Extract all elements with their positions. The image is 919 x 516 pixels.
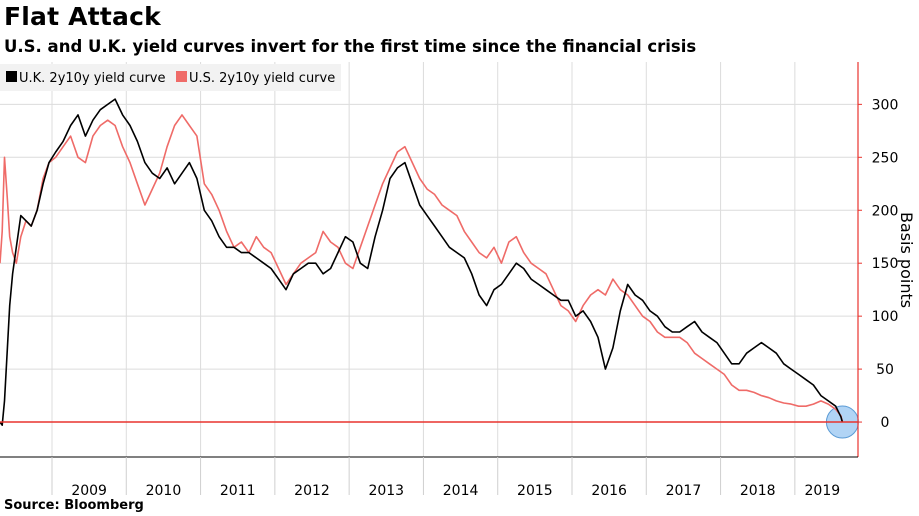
x-tick-label: 2014: [443, 483, 479, 499]
x-tick-label: 2019: [805, 483, 841, 499]
x-tick-label: 2015: [517, 483, 553, 499]
grid-layer: [0, 62, 858, 457]
x-tick-label: 2011: [220, 483, 256, 499]
y-tick-label: 150: [872, 256, 899, 272]
chart-title: Flat Attack: [4, 2, 161, 31]
x-tick-label: 2016: [591, 483, 627, 499]
x-tick-label: 2018: [740, 483, 776, 499]
y-tick-label: 250: [872, 150, 899, 166]
legend-label-uk: U.K. 2y10y yield curve: [19, 71, 166, 86]
series-line-us: [0, 114, 844, 423]
x-tick-label: 2009: [71, 483, 107, 499]
x-tick-label: 2012: [294, 483, 330, 499]
y-tick-label: 0: [881, 415, 890, 431]
x-tick-label: 2017: [666, 483, 702, 499]
x-tick-label: 2013: [368, 483, 404, 499]
series-line-uk: [0, 98, 844, 426]
source-note: Source: Bloomberg: [4, 498, 144, 513]
series-layer: [0, 98, 859, 439]
legend-background: [0, 64, 341, 91]
axis-layer: 0 50 100 150 200 250 300 2009 2010 2011 2012 2013 20…: [0, 62, 898, 499]
legend-label-us: U.S. 2y10y yield curve: [189, 71, 335, 86]
x-tick-label: 2010: [146, 483, 182, 499]
y-axis-label: Basis points: [897, 212, 916, 308]
y-tick-label: 100: [872, 309, 899, 325]
legend-swatch-uk: [6, 71, 17, 82]
legend-swatch-us: [176, 71, 187, 82]
y-tick-label: 50: [876, 362, 894, 378]
y-tick-label: 300: [872, 97, 899, 113]
legend: U.K. 2y10y yield curve U.S. 2y10y yield …: [0, 64, 341, 91]
chart-subtitle: U.S. and U.K. yield curves invert for th…: [4, 37, 697, 56]
y-tick-label: 200: [872, 203, 899, 219]
